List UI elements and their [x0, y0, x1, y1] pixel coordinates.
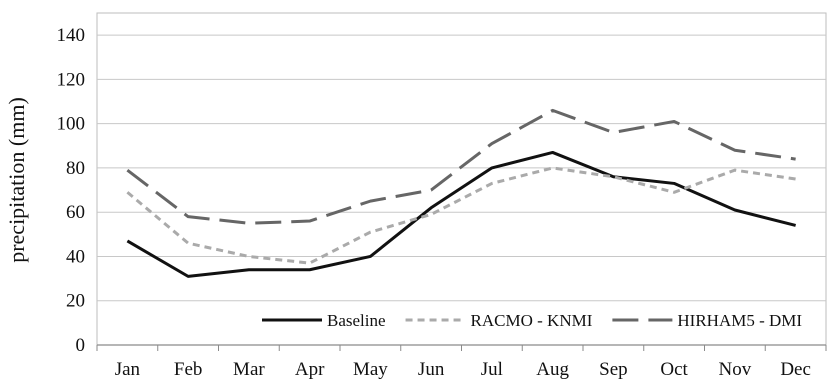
- y-tick-label: 120: [57, 69, 86, 90]
- x-tick-label: Jun: [418, 359, 445, 380]
- y-tick-label: 140: [57, 25, 86, 46]
- series-layer: [126, 108, 797, 278]
- grid-layer: [96, 12, 827, 346]
- y-tick-label: 100: [57, 114, 86, 135]
- x-tick-label: Feb: [174, 359, 203, 380]
- x-tick-label: Aug: [536, 359, 569, 380]
- x-tick-label: Mar: [233, 359, 265, 380]
- y-tick-label: 0: [76, 335, 86, 356]
- series-line-racmo-knmi: [126, 166, 796, 265]
- y-tick-label: 80: [66, 158, 85, 179]
- legend: Baseline RACMO - KNMI HIRHAM5 - DMI: [262, 311, 802, 330]
- x-tick-label: Apr: [295, 359, 325, 380]
- x-tick-label: Jul: [481, 359, 503, 380]
- x-tick-label: Jan: [115, 359, 141, 380]
- series-line-hirham5-dmi: [126, 108, 796, 225]
- legend-label: RACMO - KNMI: [471, 311, 593, 330]
- y-axis-title: precipitation (mm): [4, 97, 29, 263]
- x-tick-label: Sep: [599, 359, 628, 380]
- y-tick-label: 60: [66, 202, 85, 223]
- x-tick-label: Nov: [719, 359, 752, 380]
- plot-area-border: [96, 12, 827, 346]
- y-tick-label: 40: [66, 246, 85, 267]
- series-line-baseline: [126, 150, 797, 278]
- x-tick-label: Oct: [660, 359, 688, 380]
- x-tick-label: Dec: [780, 359, 811, 380]
- legend-label: HIRHAM5 - DMI: [677, 311, 802, 330]
- y-tick-label: 20: [66, 291, 85, 312]
- legend-label: Baseline: [327, 311, 386, 330]
- axis-layer: 0 20 40 60 80 100 120 140 Jan Feb Mar Apr May Jun Jul A…: [57, 25, 827, 380]
- x-tick-label: May: [353, 359, 388, 380]
